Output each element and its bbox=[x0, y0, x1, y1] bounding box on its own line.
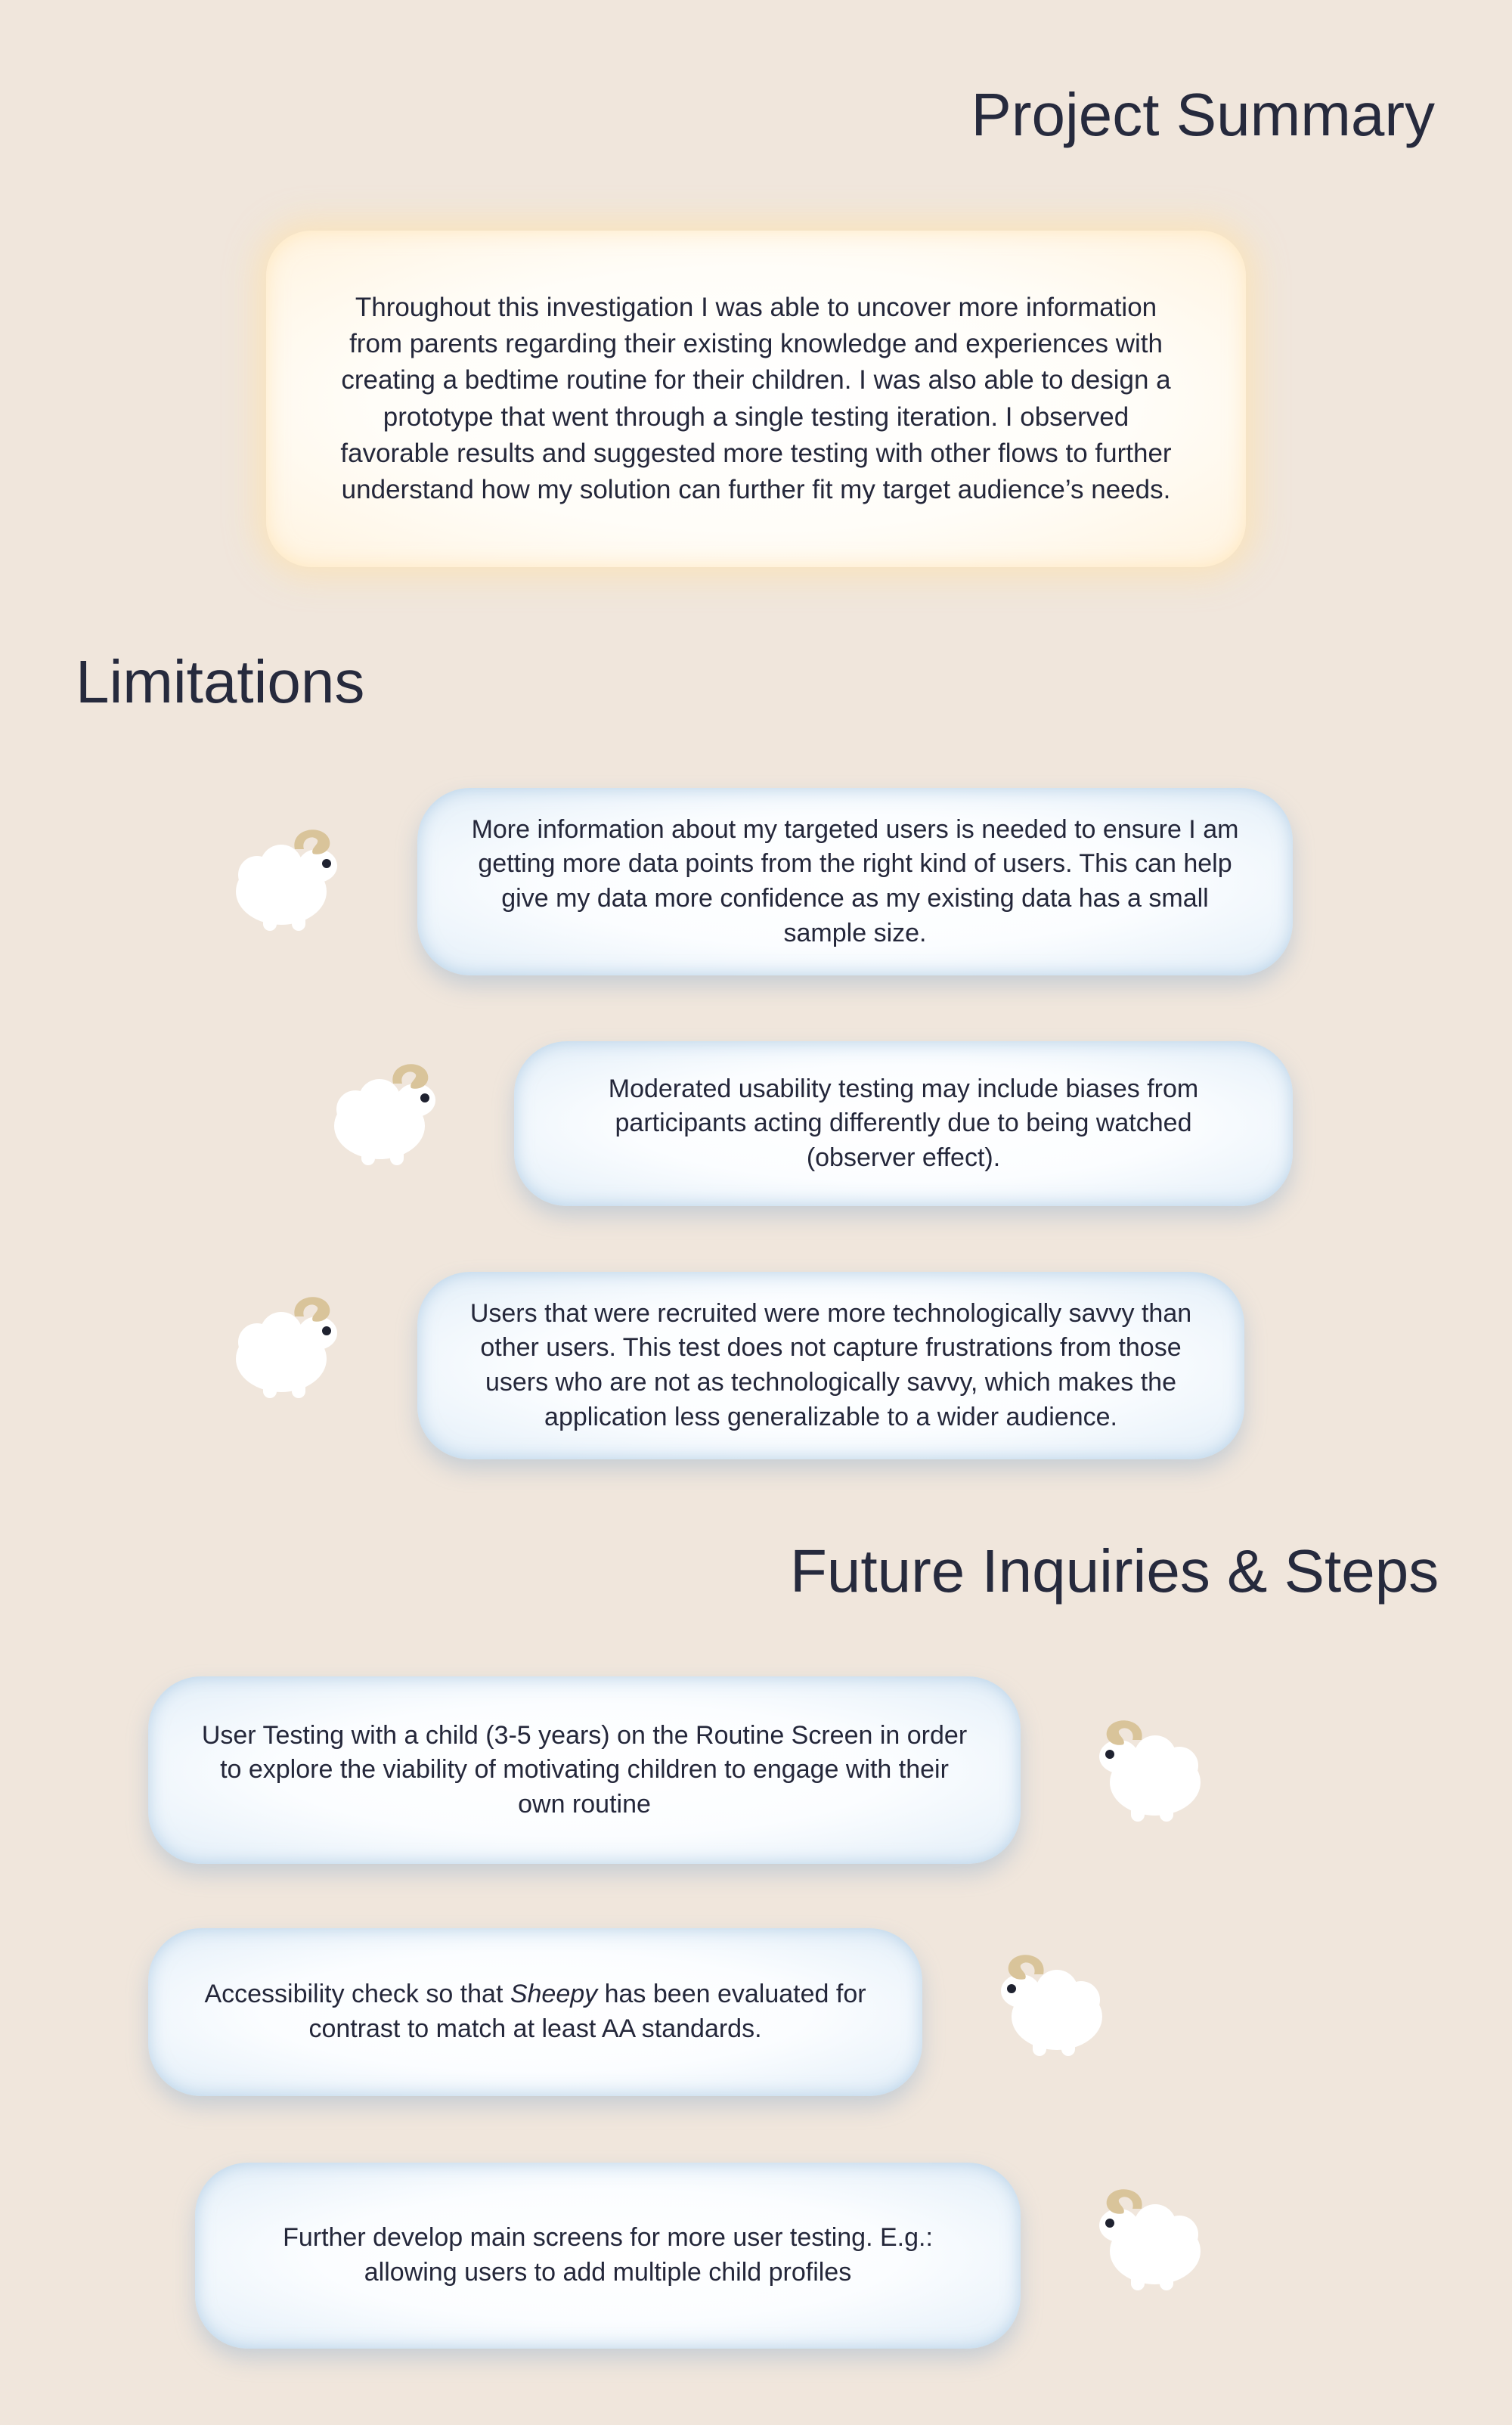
sheep-icon bbox=[1089, 1713, 1210, 1826]
sheep-icon bbox=[325, 1056, 446, 1170]
future-step-text: Accessibility check so that Sheepy has b… bbox=[194, 1977, 877, 2046]
limitations-heading: Limitations bbox=[76, 648, 365, 715]
future-step-card: Further develop main screens for more us… bbox=[195, 2163, 1021, 2349]
sheep-icon bbox=[227, 1289, 348, 1403]
limitation-card: More information about my targeted users… bbox=[417, 788, 1293, 975]
future-step-text: Further develop main screens for more us… bbox=[283, 2223, 933, 2287]
limitation-card: Users that were recruited were more tech… bbox=[417, 1272, 1244, 1459]
limitation-card: Moderated usability testing may include … bbox=[514, 1041, 1293, 1206]
project-summary-heading: Project Summary bbox=[971, 81, 1435, 148]
future-step-card: User Testing with a child (3-5 years) on… bbox=[148, 1676, 1021, 1864]
project-summary-card: Throughout this investigation I was able… bbox=[266, 231, 1246, 567]
future-step-card: Accessibility check so that Sheepy has b… bbox=[148, 1928, 922, 2096]
sheep-icon bbox=[1089, 2182, 1210, 2295]
future-step-text: User Testing with a child (3-5 years) on… bbox=[201, 1720, 968, 1819]
limitation-text: More information about my targeted users… bbox=[471, 814, 1239, 947]
future-step-text-end: has been evaluated for contrast to match… bbox=[308, 1980, 866, 2043]
future-step-text-start: Accessibility check so that bbox=[204, 1980, 510, 2009]
sheep-icon bbox=[990, 1947, 1111, 2061]
sheep-icon bbox=[227, 822, 348, 935]
limitation-text: Users that were recruited were more tech… bbox=[469, 1298, 1192, 1431]
project-summary-text: Throughout this investigation I was able… bbox=[340, 292, 1172, 505]
limitation-text: Moderated usability testing may include … bbox=[608, 1074, 1199, 1172]
app-name-emphasis: Sheepy bbox=[510, 1980, 598, 2009]
future-steps-heading: Future Inquiries & Steps bbox=[790, 1537, 1439, 1605]
